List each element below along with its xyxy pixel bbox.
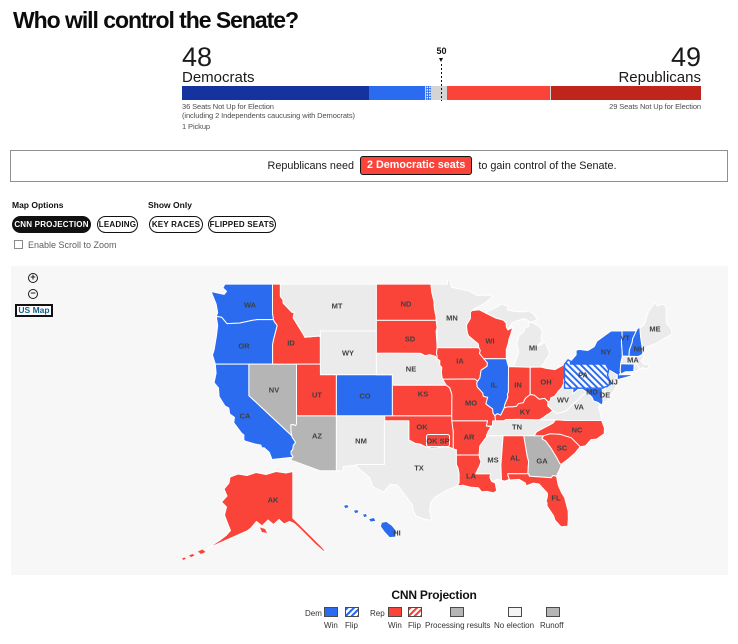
svg-text:VT: VT	[620, 334, 630, 343]
svg-text:MT: MT	[332, 302, 343, 311]
svg-text:NV: NV	[269, 386, 279, 395]
svg-text:KS: KS	[418, 390, 428, 399]
svg-text:OH: OH	[540, 378, 551, 387]
svg-text:TN: TN	[512, 423, 522, 432]
svg-text:NJ: NJ	[608, 378, 618, 387]
svg-text:TX: TX	[414, 464, 424, 473]
svg-text:FL: FL	[551, 494, 561, 503]
svg-text:AZ: AZ	[312, 432, 322, 441]
svg-text:WV: WV	[557, 396, 569, 405]
svg-text:AR: AR	[464, 433, 475, 442]
svg-text:CO: CO	[359, 392, 370, 401]
svg-text:NE: NE	[406, 365, 416, 374]
svg-text:VA: VA	[574, 403, 584, 412]
svg-text:DE: DE	[600, 391, 610, 400]
svg-text:ID: ID	[287, 339, 295, 348]
svg-text:SC: SC	[557, 444, 568, 453]
svg-text:LA: LA	[466, 472, 477, 481]
svg-text:WA: WA	[244, 301, 257, 310]
svg-text:IN: IN	[514, 381, 522, 390]
svg-text:OK: OK	[416, 423, 428, 432]
svg-text:OK SP: OK SP	[426, 437, 449, 446]
svg-text:NM: NM	[355, 437, 367, 446]
svg-text:NY: NY	[601, 348, 611, 357]
svg-text:ME: ME	[649, 325, 660, 334]
svg-text:KY: KY	[520, 408, 530, 417]
svg-text:ND: ND	[401, 300, 412, 309]
svg-text:AK: AK	[268, 496, 279, 505]
svg-text:HI: HI	[393, 529, 401, 538]
svg-text:SD: SD	[405, 335, 416, 344]
svg-text:AL: AL	[510, 454, 520, 463]
svg-text:GA: GA	[536, 457, 548, 466]
svg-text:MA: MA	[627, 356, 639, 365]
svg-text:WI: WI	[485, 337, 494, 346]
svg-text:WY: WY	[342, 349, 354, 358]
svg-text:IL: IL	[491, 381, 498, 390]
svg-text:IA: IA	[456, 357, 464, 366]
svg-text:MN: MN	[446, 314, 458, 323]
svg-text:MD: MD	[586, 388, 598, 397]
svg-text:MS: MS	[487, 456, 498, 465]
svg-text:NH: NH	[634, 345, 645, 354]
svg-text:MI: MI	[529, 344, 537, 353]
svg-text:MO: MO	[465, 399, 477, 408]
svg-text:PA: PA	[578, 371, 588, 380]
svg-text:UT: UT	[312, 391, 322, 400]
svg-text:NC: NC	[572, 426, 583, 435]
svg-text:OR: OR	[238, 342, 250, 351]
svg-text:CA: CA	[240, 412, 251, 421]
